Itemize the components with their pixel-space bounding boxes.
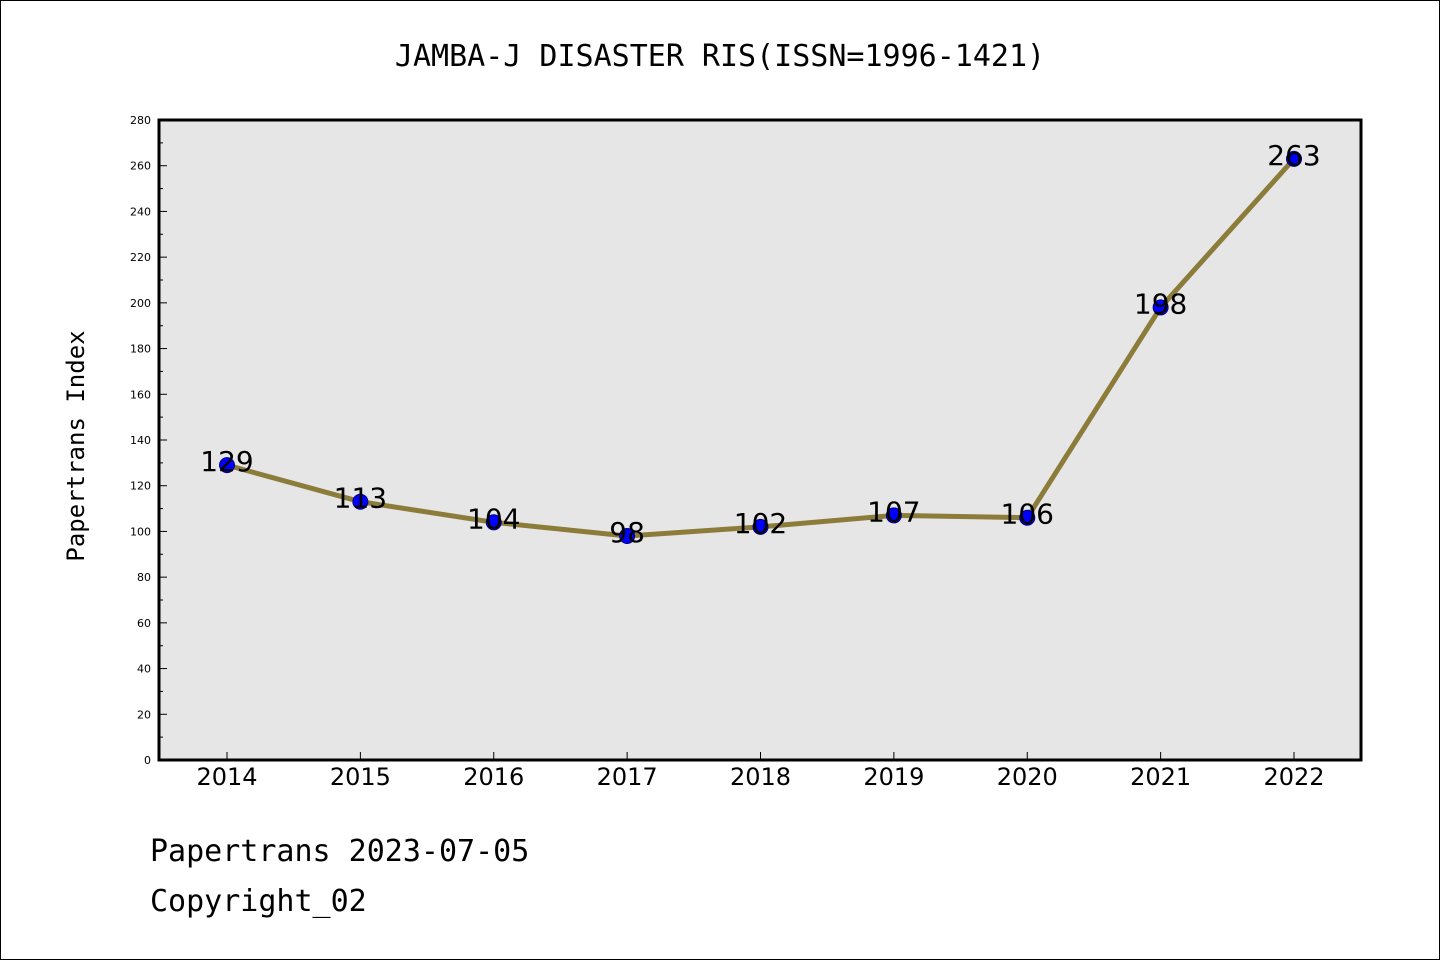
- x-tick-label: 2021: [1130, 763, 1191, 791]
- series-line-group: [219, 150, 1302, 544]
- x-axis: 2014 2015 2016 2017 2018 2019 2020 2021 2022: [196, 752, 1325, 791]
- y-tick-label: 160: [130, 388, 151, 401]
- data-label: 263: [1267, 139, 1320, 172]
- x-tick-label: 2015: [330, 763, 391, 791]
- x-tick-label: 2016: [463, 763, 524, 791]
- y-tick-label: 180: [130, 343, 151, 356]
- data-point: [619, 528, 636, 544]
- x-tick-label: 2018: [730, 763, 791, 791]
- y-tick-label: 60: [137, 617, 151, 630]
- x-tick-label: 2014: [196, 763, 257, 791]
- data-label: 104: [467, 502, 520, 535]
- y-axis: 0 20 40 60 80 100 120 140 160 180 200 220 240 260 280: [130, 114, 167, 767]
- y-tick-label: 240: [130, 205, 151, 218]
- footer-date: Papertrans 2023-07-05: [150, 834, 530, 869]
- footer-copyright: Copyright_02: [150, 884, 367, 919]
- data-label: 107: [867, 495, 920, 528]
- y-tick-label: 280: [130, 114, 151, 127]
- data-label: 129: [200, 445, 253, 478]
- data-label: 98: [609, 516, 645, 549]
- data-point: [885, 507, 902, 524]
- plot-area: [157, 118, 1363, 762]
- y-tick-label: 120: [130, 480, 151, 493]
- x-tick-label: 2020: [997, 763, 1058, 791]
- data-point: [219, 457, 235, 474]
- data-label: 113: [334, 482, 387, 515]
- x-tick-label: 2022: [1263, 763, 1324, 791]
- x-tick-label: 2017: [597, 763, 658, 791]
- y-tick-label: 220: [130, 251, 151, 264]
- y-tick-label: 0: [144, 754, 151, 767]
- y-axis-label: Papertrans Index: [62, 330, 90, 561]
- y-tick-label: 200: [130, 297, 151, 310]
- chart-title: JAMBA-J DISASTER RIS(ISSN=1996-1421): [395, 39, 1045, 74]
- x-tick-label: 2019: [863, 763, 924, 791]
- y-tick-label: 260: [130, 160, 151, 173]
- data-label: 198: [1134, 287, 1187, 320]
- data-point: [1286, 150, 1302, 167]
- y-tick-label: 80: [137, 571, 151, 584]
- y-tick-label: 100: [130, 525, 151, 538]
- data-label: 102: [734, 507, 787, 540]
- y-tick-label: 40: [137, 663, 151, 676]
- data-point: [485, 514, 502, 531]
- data-label-group: 129 113 104 98 102 107 106 198 263: [200, 139, 1320, 549]
- data-point: [1019, 509, 1036, 526]
- data-label: 106: [1001, 498, 1054, 531]
- data-point: [752, 518, 769, 535]
- y-tick-label: 140: [130, 434, 151, 447]
- data-point: [1152, 299, 1169, 316]
- y-tick-label: 20: [137, 708, 151, 721]
- data-point: [352, 493, 369, 510]
